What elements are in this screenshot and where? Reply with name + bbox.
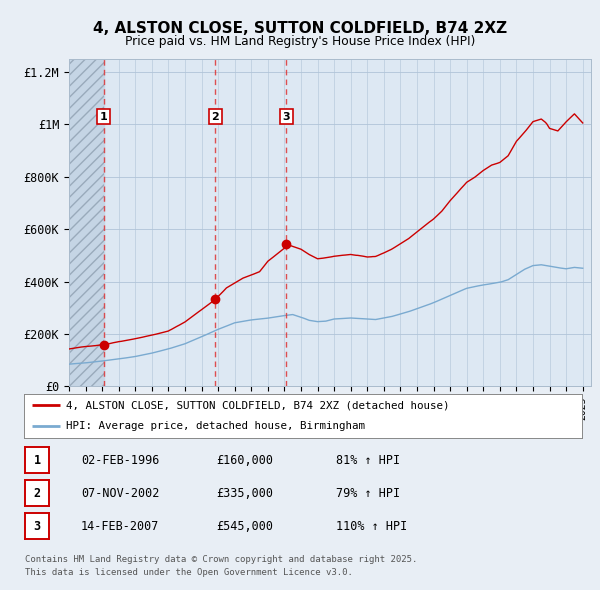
Text: £335,000: £335,000 (216, 487, 273, 500)
Text: 81% ↑ HPI: 81% ↑ HPI (336, 454, 400, 467)
Text: 1: 1 (34, 454, 41, 467)
Text: £545,000: £545,000 (216, 520, 273, 533)
Text: 110% ↑ HPI: 110% ↑ HPI (336, 520, 407, 533)
Bar (69, 59, 104, 386)
Text: 07-NOV-2002: 07-NOV-2002 (81, 487, 160, 500)
Text: 1: 1 (100, 112, 107, 122)
Text: 02-FEB-1996: 02-FEB-1996 (81, 454, 160, 467)
Text: 4, ALSTON CLOSE, SUTTON COLDFIELD, B74 2XZ: 4, ALSTON CLOSE, SUTTON COLDFIELD, B74 2… (93, 21, 507, 36)
Text: Price paid vs. HM Land Registry's House Price Index (HPI): Price paid vs. HM Land Registry's House … (125, 35, 475, 48)
Text: 3: 3 (283, 112, 290, 122)
Text: 2: 2 (34, 487, 41, 500)
Text: 2: 2 (212, 112, 220, 122)
Text: 3: 3 (34, 520, 41, 533)
Text: 79% ↑ HPI: 79% ↑ HPI (336, 487, 400, 500)
Bar (69, 59, 104, 386)
Text: HPI: Average price, detached house, Birmingham: HPI: Average price, detached house, Birm… (66, 421, 365, 431)
Text: 14-FEB-2007: 14-FEB-2007 (81, 520, 160, 533)
Text: This data is licensed under the Open Government Licence v3.0.: This data is licensed under the Open Gov… (25, 568, 353, 576)
Text: Contains HM Land Registry data © Crown copyright and database right 2025.: Contains HM Land Registry data © Crown c… (25, 555, 418, 563)
Text: 4, ALSTON CLOSE, SUTTON COLDFIELD, B74 2XZ (detached house): 4, ALSTON CLOSE, SUTTON COLDFIELD, B74 2… (66, 401, 449, 411)
Text: £160,000: £160,000 (216, 454, 273, 467)
